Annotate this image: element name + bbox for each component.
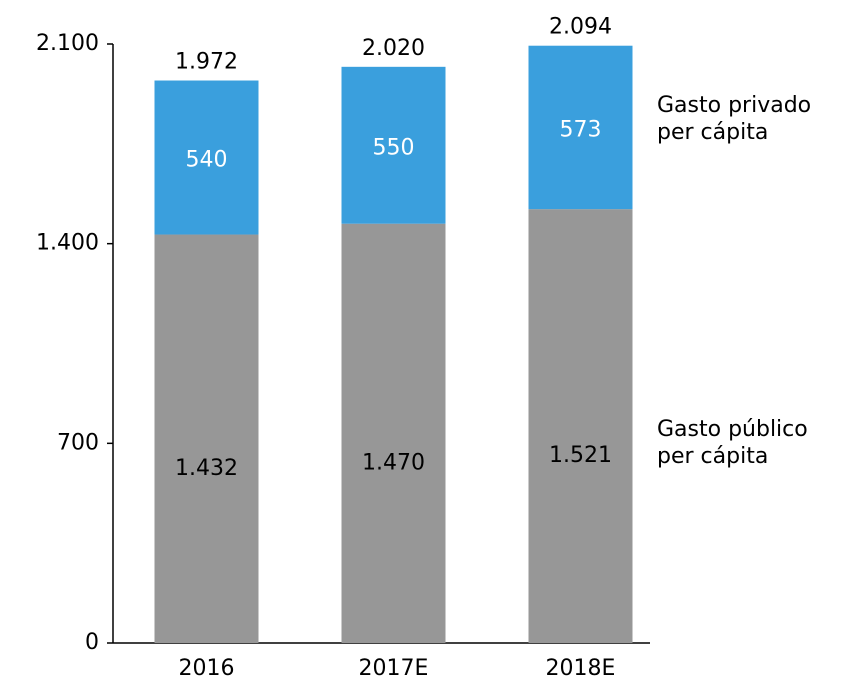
bar-value-label: 1.432: [175, 456, 238, 481]
bar-value-label: 540: [186, 148, 228, 173]
y-tick-label: 2.100: [36, 31, 99, 56]
total-label: 2.094: [549, 15, 612, 40]
total-label: 2.020: [362, 36, 425, 61]
bar-segment: [528, 209, 633, 643]
x-tick-label: 2016: [179, 656, 235, 681]
bar-value-label: 1.521: [549, 443, 612, 468]
y-tick-label: 1.400: [36, 231, 99, 256]
x-tick-label: 2017E: [359, 656, 429, 681]
bar-segment: [528, 45, 633, 210]
x-tick-label: 2018E: [546, 656, 616, 681]
bar-segment: [341, 66, 446, 224]
bar-segment: [341, 223, 446, 643]
bar-value-label: 1.470: [362, 450, 425, 475]
legend-label: Gasto público per cápita: [657, 417, 808, 470]
total-label: 1.972: [175, 50, 238, 75]
bar-segment: [154, 80, 259, 235]
bar-value-label: 573: [560, 117, 602, 142]
bar-segment: [154, 234, 259, 643]
y-tick-label: 700: [57, 430, 99, 455]
y-tick-label: 0: [85, 630, 99, 655]
bar-value-label: 550: [373, 135, 415, 160]
legend-label: Gasto privado per cápita: [657, 93, 812, 146]
